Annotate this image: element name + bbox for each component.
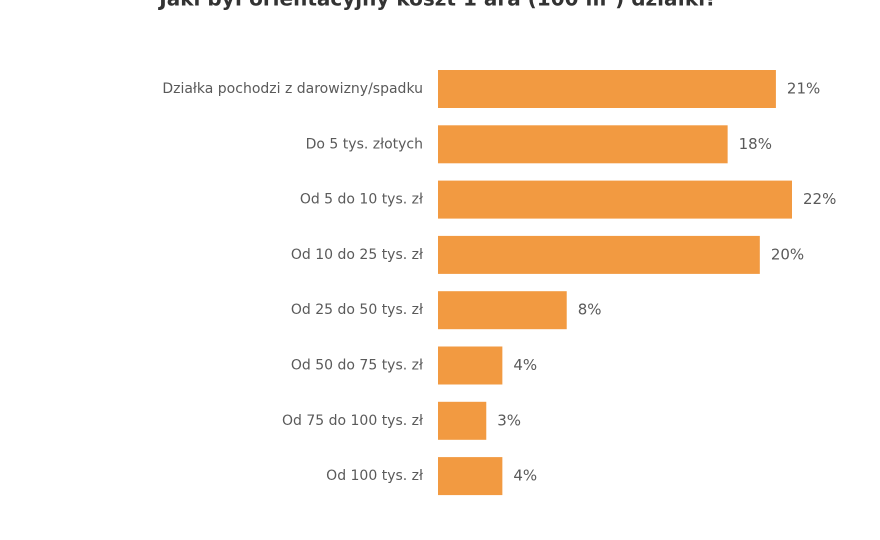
value-label: 18%: [739, 135, 772, 153]
value-label: 4%: [513, 467, 537, 485]
bar: [438, 346, 503, 385]
value-label: 20%: [771, 245, 804, 263]
value-label: 22%: [803, 190, 836, 208]
bar: [438, 70, 776, 108]
category-label: Od 100 tys. zł: [326, 468, 423, 484]
category-label: Od 75 do 100 tys. zł: [282, 413, 423, 429]
value-label: 4%: [513, 356, 537, 374]
bar: [438, 235, 760, 274]
value-label: 3%: [497, 411, 521, 429]
bar: [438, 457, 503, 496]
value-label: 8%: [578, 301, 602, 319]
category-label: Od 50 do 75 tys. zł: [291, 358, 423, 374]
value-label: 21%: [787, 80, 820, 98]
category-label: Od 5 do 10 tys. zł: [300, 192, 423, 208]
category-label: Od 25 do 50 tys. zł: [291, 302, 423, 318]
category-label: Działka pochodzi z darowizny/spadku: [162, 81, 423, 97]
bar: [438, 401, 487, 440]
category-label: Do 5 tys. złotych: [306, 136, 423, 152]
category-label: Od 10 do 25 tys. zł: [291, 247, 423, 263]
bar: [438, 291, 567, 330]
chart-title: Jaki był orientacyjny koszt 1 ara (100 m…: [157, 0, 716, 11]
bar: [438, 180, 792, 219]
bar: [438, 125, 728, 164]
